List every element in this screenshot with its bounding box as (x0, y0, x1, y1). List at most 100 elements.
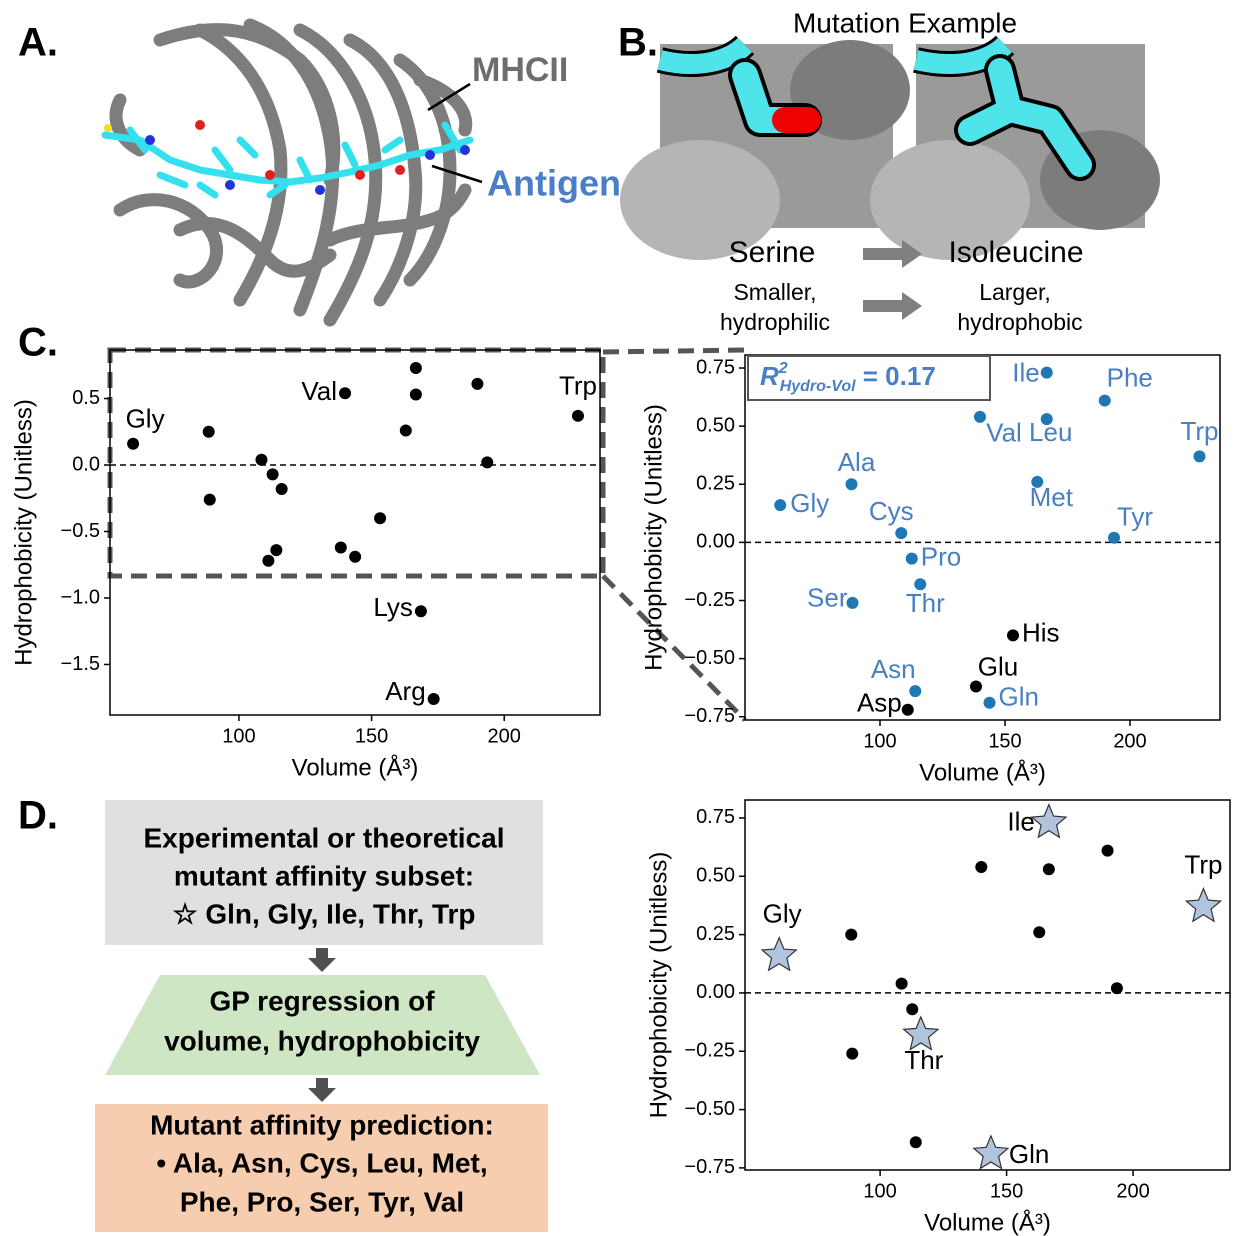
x-tick-label: 100 (863, 1180, 896, 1202)
point (970, 680, 982, 693)
point (334, 541, 347, 554)
pointer-line (427, 82, 471, 112)
x-axis-label: Volume (Å³) (924, 1208, 1051, 1236)
y-tick-label: 0.75 (696, 806, 735, 828)
y-tick-label: −1.5 (61, 653, 100, 675)
annotation-sub: Hydro-Vol (780, 378, 856, 395)
point (846, 1047, 859, 1060)
point (255, 453, 268, 466)
point (374, 512, 387, 525)
y-tick-label: 0.0 (72, 453, 100, 475)
point (414, 605, 427, 618)
y-tick-label: 0.25 (696, 923, 735, 945)
y-tick-label: −0.75 (684, 1156, 735, 1178)
point-label: Val (301, 376, 337, 406)
x-axis-label: Volume (Å³) (292, 753, 419, 781)
point-label: Gly (126, 404, 165, 434)
y-tick-label: 0.50 (696, 865, 735, 887)
point (909, 1136, 922, 1149)
point-label: Tyr (1117, 502, 1153, 532)
peptide-label: Antigen (487, 163, 621, 204)
isoleucine-render (870, 35, 1160, 260)
y-tick-label: 0.75 (696, 356, 735, 378)
flow-box (95, 1104, 548, 1232)
point-label: Thr (904, 1045, 943, 1075)
y-tick-label: 0.00 (696, 981, 735, 1003)
zoom-box (107, 347, 606, 579)
point (1007, 629, 1019, 642)
annotation-box (747, 355, 991, 401)
flow-text: mutant affinity subset: (174, 860, 474, 891)
point-label: Ser (807, 583, 848, 613)
point-label: Val (986, 418, 1022, 448)
point (1040, 366, 1053, 379)
point-label: Met (1030, 482, 1074, 512)
flow-text: GP regression of (209, 985, 435, 1016)
point-label: Glu (978, 651, 1018, 681)
point-label: Arg (385, 676, 425, 706)
arrow (863, 240, 922, 320)
point-label: Asp (857, 688, 902, 718)
y-tick-label: −0.50 (684, 1098, 735, 1120)
flow-arrow (308, 948, 336, 1102)
point (1033, 926, 1046, 939)
panel-letter: A. (18, 21, 58, 65)
pointer-line (431, 164, 483, 184)
point (901, 703, 914, 716)
x-tick-label: 150 (355, 725, 388, 747)
point (895, 977, 908, 990)
flow-text: Mutant affinity prediction: (150, 1109, 494, 1140)
peptide-atoms (104, 120, 470, 195)
point (1042, 863, 1055, 876)
point (895, 527, 908, 540)
flow-text: Phe, Pro, Ser, Tyr, Val (180, 1186, 464, 1217)
flow-box (105, 800, 543, 945)
y-tick-label: −0.50 (684, 647, 735, 669)
point-label: Leu (1029, 417, 1072, 447)
point-label: Trp (559, 371, 597, 401)
y-tick-label: 0.25 (696, 473, 735, 495)
point-label: Gln (999, 682, 1039, 712)
residue-desc: Smaller, (733, 279, 816, 305)
panel-title: Mutation Example (793, 7, 1017, 38)
point-label: His (1022, 617, 1060, 647)
y-tick-label: −0.25 (684, 1040, 735, 1062)
point (909, 685, 922, 698)
residue-name: Isoleucine (948, 236, 1083, 269)
residue-name: Serine (729, 236, 816, 269)
y-tick-label: −0.25 (684, 589, 735, 611)
point (571, 409, 584, 422)
y-axis-label: Hydrophobicity (Unitless) (10, 399, 37, 666)
point-label: Cys (869, 496, 914, 526)
point (202, 425, 215, 438)
protein-label: MHCII (472, 51, 568, 89)
point (983, 696, 996, 709)
point (774, 499, 787, 512)
annotation-text: = 0.17 (856, 361, 936, 391)
flow-text: volume, hydrophobicity (164, 1025, 480, 1056)
x-axis-label: Volume (Å³) (919, 758, 1046, 786)
point-label: Pro (921, 542, 961, 572)
annotation-sup: 2 (778, 360, 788, 377)
point (409, 361, 422, 374)
peptide-sticks (101, 121, 474, 199)
point (349, 550, 362, 563)
point-label: Asn (871, 654, 916, 684)
point (471, 377, 484, 390)
point-label: Phe (1107, 362, 1153, 392)
y-tick-label: −0.75 (684, 705, 735, 727)
point (905, 552, 918, 565)
panel-letter: C. (18, 321, 58, 365)
y-axis-label: Hydrophobicity (Unitless) (640, 404, 667, 671)
point (906, 1003, 919, 1016)
flow-text: ☆ Gln, Gly, Ile, Thr, Trp (172, 898, 475, 929)
point (1193, 450, 1206, 463)
point (481, 456, 494, 469)
protein-cartoon (109, 18, 473, 327)
point (845, 928, 858, 941)
point (1108, 531, 1120, 544)
point (409, 388, 422, 401)
flow-box (105, 975, 540, 1075)
x-tick-label: 200 (488, 725, 521, 747)
point (262, 554, 275, 567)
